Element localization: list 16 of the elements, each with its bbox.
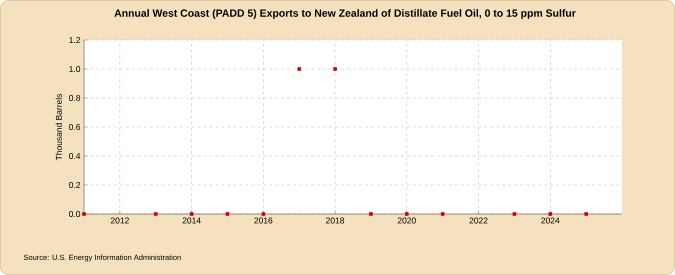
x-tick-label: 2024 bbox=[541, 218, 560, 224]
y-tick-label: 0.0 bbox=[69, 211, 80, 217]
y-tick-label: 0.4 bbox=[69, 153, 80, 159]
x-tick-label: 2014 bbox=[182, 218, 201, 224]
chart-title: Annual West Coast (PADD 5) Exports to New Zealand of Distillate Fuel Oil, 0 to 15 ppm Sulfur bbox=[114, 9, 576, 19]
x-tick-label: 2018 bbox=[326, 218, 344, 224]
x-tick-label: 2020 bbox=[398, 218, 416, 224]
y-axis-title: Thousand Barrels bbox=[56, 94, 62, 160]
y-tick-label: 1.2 bbox=[69, 37, 80, 43]
x-tick-label: 2022 bbox=[470, 218, 488, 224]
y-tick-label: 0.6 bbox=[69, 124, 80, 130]
y-tick-label: 1.0 bbox=[69, 66, 80, 72]
y-tick-label: 0.2 bbox=[69, 182, 80, 188]
x-tick-label: 2012 bbox=[110, 218, 129, 224]
y-tick-label: 0.8 bbox=[69, 95, 80, 101]
x-tick-label: 2016 bbox=[254, 218, 272, 224]
